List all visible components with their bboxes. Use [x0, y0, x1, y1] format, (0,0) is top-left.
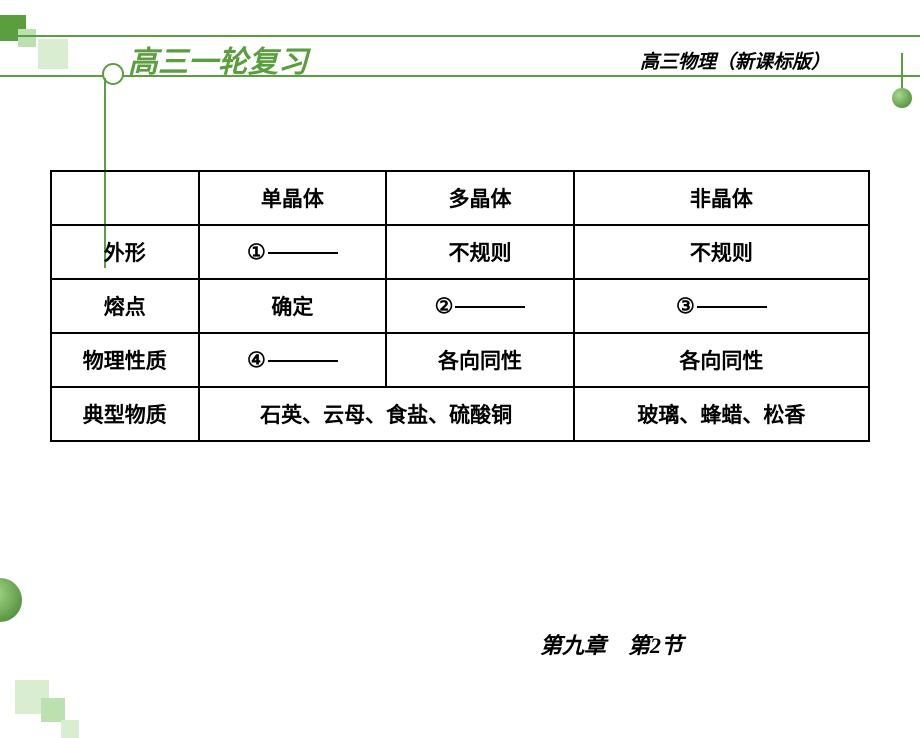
- side-ball-icon: [0, 578, 22, 622]
- table-header-cell: 多晶体: [386, 171, 574, 225]
- hanging-ball-icon: [892, 88, 912, 108]
- corner-decoration-top: [0, 15, 70, 70]
- table-cell: 玻璃、蜂蜡、松香: [574, 387, 869, 441]
- table-header-cell: 单晶体: [199, 171, 387, 225]
- fill-blank: [697, 306, 767, 308]
- table-cell: ④: [199, 333, 387, 387]
- deco-square: [61, 720, 79, 738]
- page-title: 高三一轮复习: [128, 37, 308, 81]
- row-label: 外形: [51, 225, 199, 279]
- table-header-cell: [51, 171, 199, 225]
- table-row: 熔点 确定 ② ③: [51, 279, 869, 333]
- table-row: 外形 ① 不规则 不规则: [51, 225, 869, 279]
- row-label: 熔点: [51, 279, 199, 333]
- deco-square: [38, 39, 68, 69]
- footer-text: 第九章 第2节: [540, 628, 683, 660]
- fill-blank: [268, 360, 338, 362]
- blank-number: ①: [247, 241, 266, 264]
- table-cell: 各向同性: [386, 333, 574, 387]
- table-header-cell: 非晶体: [574, 171, 869, 225]
- row-label: 典型物质: [51, 387, 199, 441]
- page-subtitle: 高三物理（新课标版）: [640, 47, 830, 74]
- table-row: 物理性质 ④ 各向同性 各向同性: [51, 333, 869, 387]
- table-cell: 不规则: [574, 225, 869, 279]
- fill-blank: [455, 306, 525, 308]
- deco-square: [41, 698, 65, 722]
- fill-blank: [268, 252, 338, 254]
- table-cell-merged: 石英、云母、食盐、硫酸铜: [199, 387, 574, 441]
- deco-square: [18, 29, 36, 47]
- table-cell: 不规则: [386, 225, 574, 279]
- table-cell: ②: [386, 279, 574, 333]
- blank-number: ③: [676, 295, 695, 318]
- table-cell: 各向同性: [574, 333, 869, 387]
- table-cell: 确定: [199, 279, 387, 333]
- blank-number: ④: [247, 349, 266, 372]
- table-header-row: 单晶体 多晶体 非晶体: [51, 171, 869, 225]
- crystal-comparison-table: 单晶体 多晶体 非晶体 外形 ① 不规则 不规则 熔点 确定 ② ③ 物理性质 …: [50, 170, 870, 442]
- table-cell: ③: [574, 279, 869, 333]
- table-cell: ①: [199, 225, 387, 279]
- row-label: 物理性质: [51, 333, 199, 387]
- table-row: 典型物质 石英、云母、食盐、硫酸铜 玻璃、蜂蜡、松香: [51, 387, 869, 441]
- blank-number: ②: [435, 295, 454, 318]
